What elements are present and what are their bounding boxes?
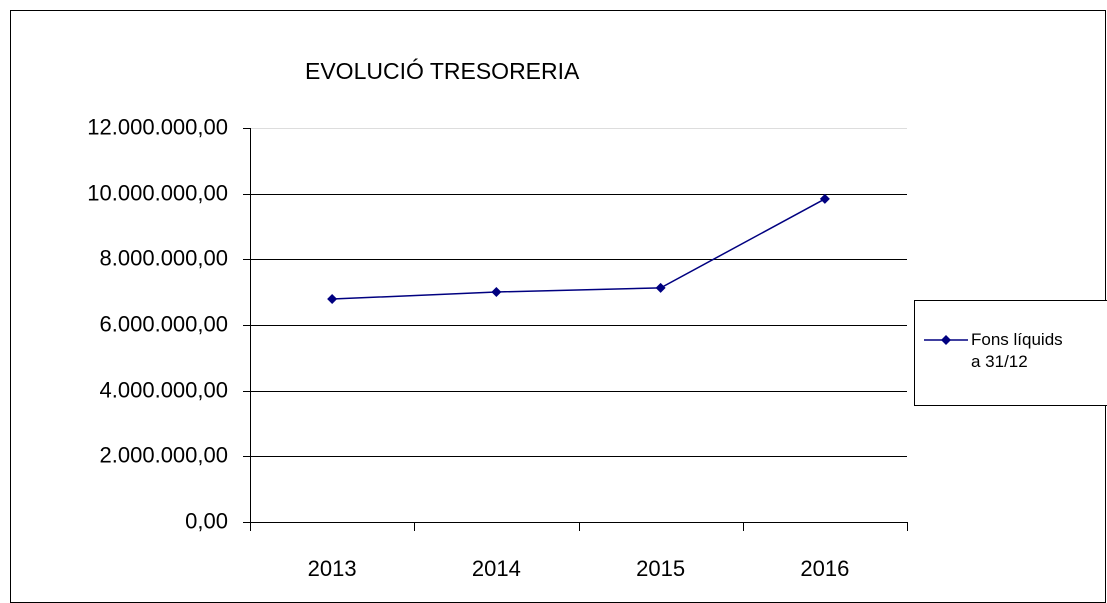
y-tick-label: 2.000.000,00 [100,442,228,467]
y-tick-label: 6.000.000,00 [100,311,228,336]
x-tick-label: 2016 [800,556,849,581]
y-tick-label: 0,00 [185,508,228,533]
y-tick-label: 4.000.000,00 [100,377,228,402]
legend-marker [941,335,951,345]
data-point [491,287,502,298]
legend-box [914,300,1107,406]
y-tick-label: 12.000.000,00 [87,114,228,139]
data-point [655,282,666,293]
y-tick-label: 8.000.000,00 [100,245,228,270]
legend-entry: Fons líquids a 31/12 [971,330,1063,371]
legend-label: Fons líquids a 31/12 [971,330,1063,371]
y-tick-label: 10.000.000,00 [87,180,228,205]
x-tick-label: 2013 [308,556,357,581]
chart-title: EVOLUCIÓ TRESORERIA [305,58,580,84]
x-tick-label: 2014 [472,556,521,581]
x-tick-label: 2015 [636,556,685,581]
data-point [327,294,338,305]
series-line [332,198,826,300]
data-point [819,193,830,204]
